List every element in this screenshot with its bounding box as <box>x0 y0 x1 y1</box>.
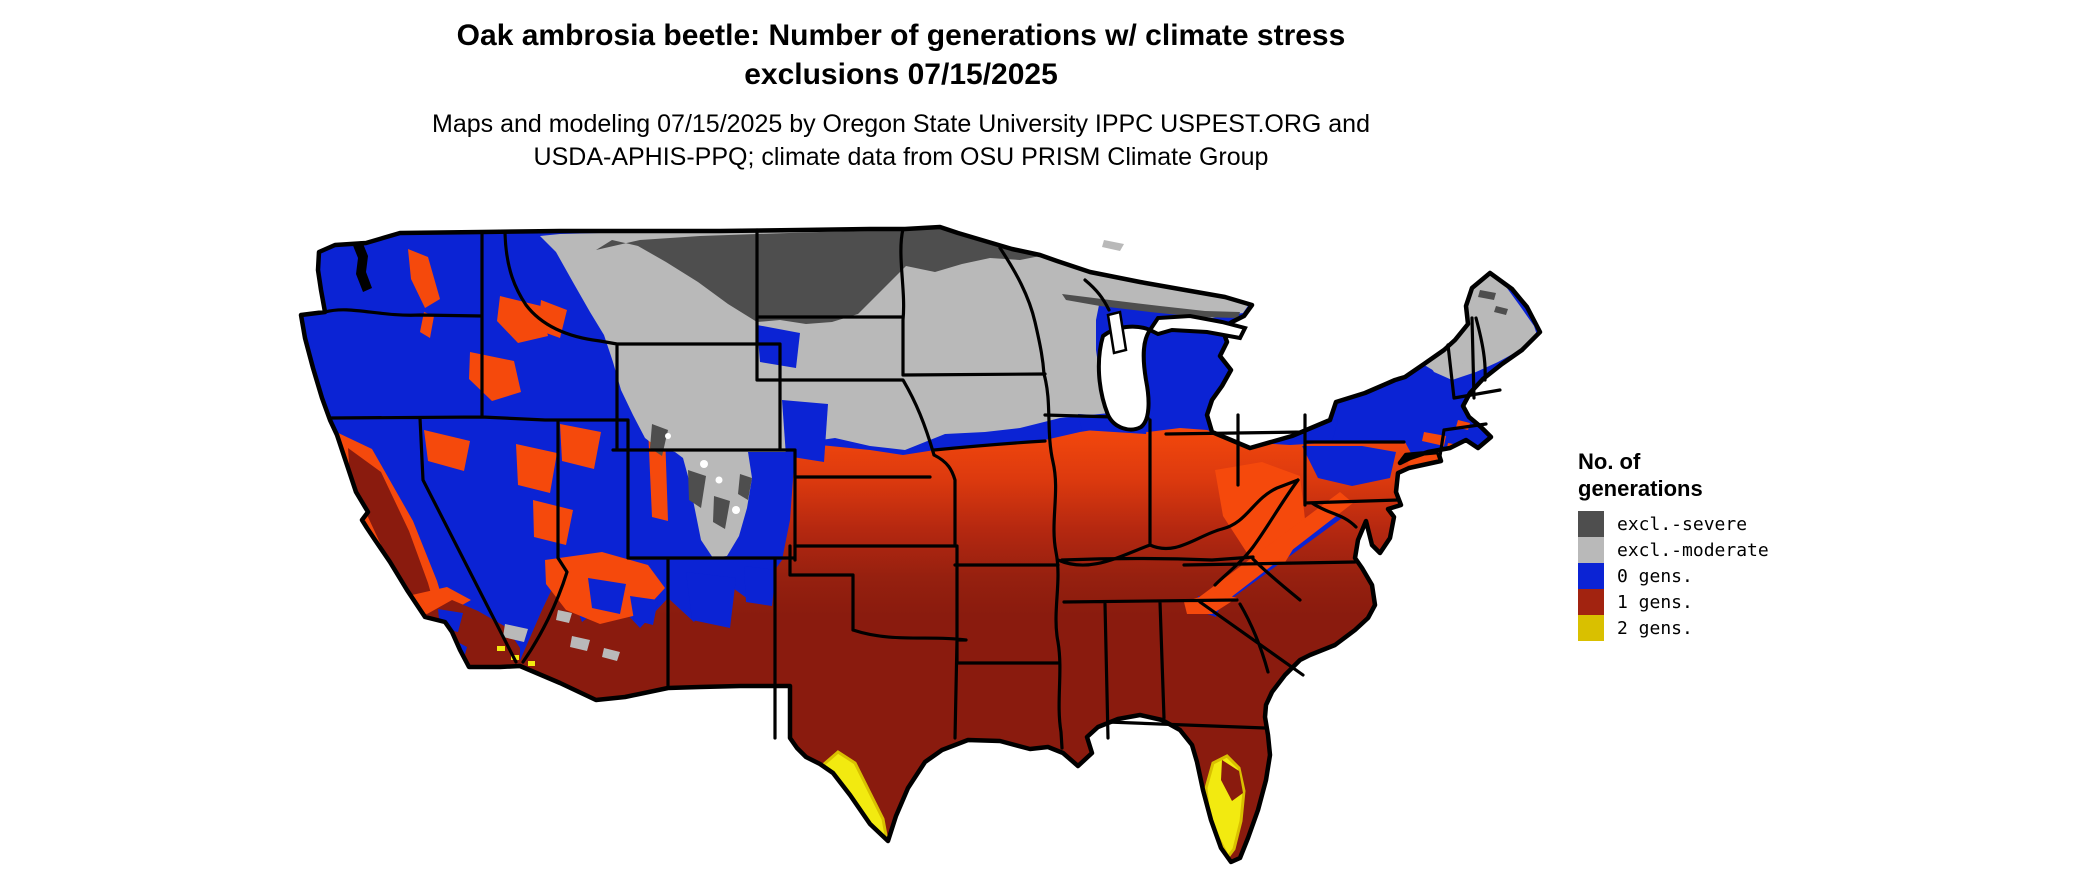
excluded-severe-specks <box>650 290 1508 529</box>
legend-rows: excl.-severe excl.-moderate 0 gens. 1 ge… <box>1578 511 1858 641</box>
western-warm-patches <box>408 249 782 545</box>
legend-item-1-gens: 1 gens. <box>1578 589 1858 615</box>
legend-swatch-2-gens <box>1578 615 1604 641</box>
eastern-warm-patches <box>1184 420 1470 614</box>
legend-title-line2: generations <box>1578 476 1703 501</box>
legend-item-0-gens: 0 gens. <box>1578 563 1858 589</box>
isle-royale <box>1102 240 1124 251</box>
excluded-moderate-region <box>540 227 1250 558</box>
us-generations-map <box>236 163 1546 893</box>
figure-subtitle: Maps and modeling 07/15/2025 by Oregon S… <box>256 108 1546 174</box>
state-borders <box>323 227 1502 750</box>
great-lakes <box>1096 310 1248 432</box>
legend-title-line1: No. of <box>1578 449 1641 474</box>
legend-label-1-gens: 1 gens. <box>1617 591 1693 613</box>
florida-inland-red-wedge <box>1221 760 1243 801</box>
legend-label-excl-severe: excl.-severe <box>1617 513 1748 535</box>
subtitle-line2: USDA-APHIS-PPQ; climate data from OSU PR… <box>533 143 1269 171</box>
legend-item-excl-severe: excl.-severe <box>1578 511 1858 537</box>
legend-swatch-0-gens <box>1578 563 1604 589</box>
legend-item-excl-moderate: excl.-moderate <box>1578 537 1858 563</box>
legend-item-2-gens: 2 gens. <box>1578 615 1858 641</box>
legend-swatch-1-gens <box>1578 589 1604 615</box>
legend-swatch-excl-moderate <box>1578 537 1604 563</box>
map-fill-layers <box>301 227 1540 862</box>
legend-label-0-gens: 0 gens. <box>1617 565 1693 587</box>
straits-of-mackinac <box>1147 313 1248 341</box>
colorado-white-specks <box>665 433 740 514</box>
excluded-severe-upper-michigan <box>1062 294 1240 318</box>
legend-label-excl-moderate: excl.-moderate <box>1617 539 1769 561</box>
puget-sound <box>352 241 372 292</box>
us-map-svg <box>298 224 1543 865</box>
us-outline <box>298 224 1543 865</box>
page-title-line2: exclusions 07/15/2025 <box>744 58 1058 91</box>
legend-swatch-excl-severe <box>1578 511 1604 537</box>
california-central-valley <box>348 448 436 620</box>
legend-label-2-gens: 2 gens. <box>1617 617 1693 639</box>
page-title-line1: Oak ambrosia beetle: Number of generatio… <box>456 19 1346 52</box>
southwest-gray-specks <box>503 610 620 661</box>
green-bay <box>1106 310 1128 355</box>
legend: No. of generations excl.-severe excl.-mo… <box>1578 448 1858 641</box>
subtitle-line1: Maps and modeling 07/15/2025 by Oregon S… <box>432 110 1370 138</box>
figure-header: Oak ambrosia beetle: Number of generatio… <box>256 16 1546 174</box>
excluded-severe-region <box>596 228 1040 324</box>
legend-title: No. of generations <box>1578 448 1858 502</box>
